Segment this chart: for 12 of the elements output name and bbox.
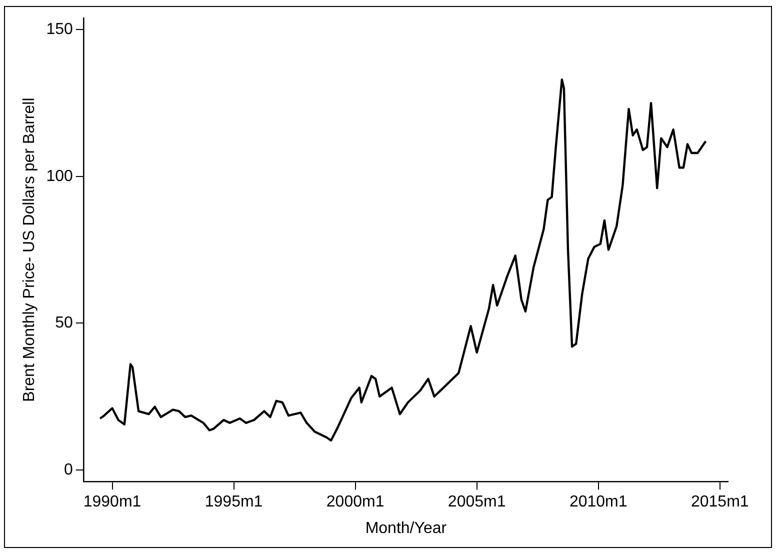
x-tick-label: 2005m1: [448, 494, 506, 511]
x-tick-label: 2000m1: [326, 494, 384, 511]
x-axis-title: Month/Year: [365, 520, 448, 537]
x-tick-label: 2010m1: [569, 494, 628, 511]
x-tick-label: 1995m1: [204, 494, 263, 511]
y-tick-label: 0: [64, 461, 73, 478]
x-tick-label: 1990m1: [83, 494, 142, 511]
y-tick-label: 150: [46, 21, 73, 38]
y-tick-label: 100: [46, 168, 73, 185]
x-tick-label: 2015m1: [690, 494, 749, 511]
y-tick-label: 50: [55, 314, 73, 332]
y-axis-title: Brent Monthly Price- US Dollars per Barrell: [21, 98, 38, 402]
